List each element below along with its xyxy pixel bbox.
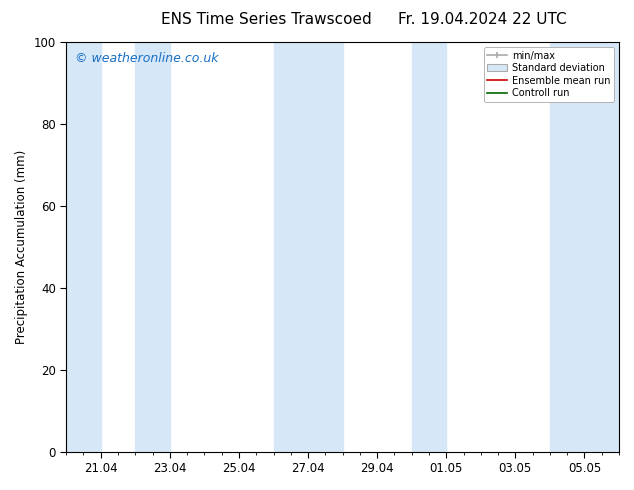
Legend: min/max, Standard deviation, Ensemble mean run, Controll run: min/max, Standard deviation, Ensemble me… bbox=[484, 47, 614, 102]
Bar bbox=[66, 42, 101, 452]
Bar bbox=[550, 42, 619, 452]
Text: © weatheronline.co.uk: © weatheronline.co.uk bbox=[75, 52, 218, 65]
Y-axis label: Precipitation Accumulation (mm): Precipitation Accumulation (mm) bbox=[15, 149, 28, 344]
Bar bbox=[411, 42, 446, 452]
Bar bbox=[135, 42, 170, 452]
Text: ENS Time Series Trawscoed: ENS Time Series Trawscoed bbox=[161, 12, 372, 27]
Bar bbox=[273, 42, 342, 452]
Text: Fr. 19.04.2024 22 UTC: Fr. 19.04.2024 22 UTC bbox=[398, 12, 566, 27]
